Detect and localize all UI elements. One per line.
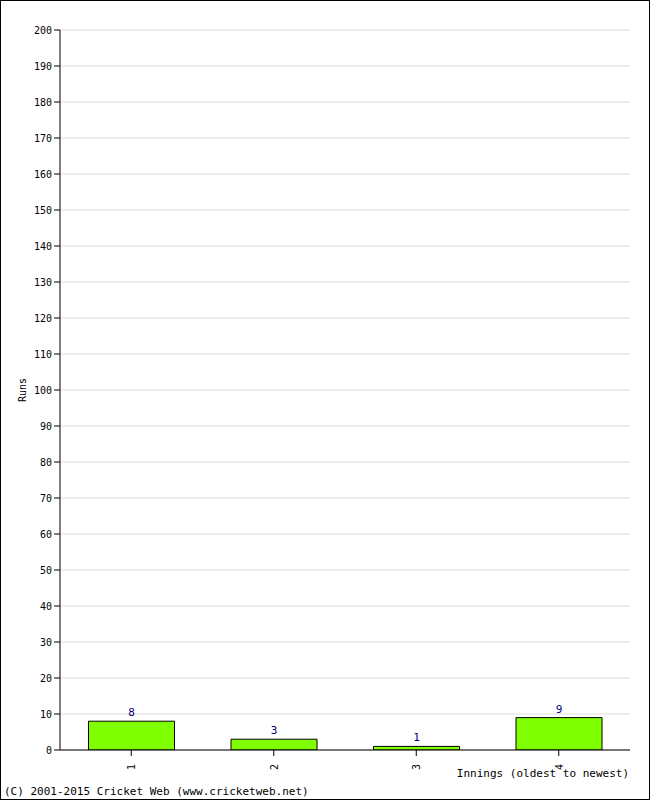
svg-text:150: 150: [34, 205, 52, 216]
svg-text:40: 40: [40, 601, 52, 612]
svg-text:0: 0: [46, 745, 52, 756]
svg-text:100: 100: [34, 385, 52, 396]
svg-text:1: 1: [413, 731, 420, 744]
svg-text:140: 140: [34, 241, 52, 252]
svg-text:50: 50: [40, 565, 52, 576]
svg-text:200: 200: [34, 25, 52, 36]
html-text:(C) 2001-2015 Cricket Web (www: (C) 2001-2015 Cricket Web (www.cricketwe…: [4, 785, 309, 798]
svg-text:120: 120: [34, 313, 52, 324]
svg-text:80: 80: [40, 457, 52, 468]
svg-text:130: 130: [34, 277, 52, 288]
svg-text:Runs: Runs: [17, 378, 28, 402]
svg-text:110: 110: [34, 349, 52, 360]
svg-text:180: 180: [34, 97, 52, 108]
svg-text:190: 190: [34, 61, 52, 72]
svg-text:3: 3: [411, 764, 422, 770]
svg-text:3: 3: [271, 724, 278, 737]
svg-text:30: 30: [40, 637, 52, 648]
svg-text:10: 10: [40, 709, 52, 720]
svg-text:2: 2: [269, 764, 280, 770]
svg-text:9: 9: [556, 703, 563, 716]
html-text:Innings (oldest to newest): Innings (oldest to newest): [456, 767, 629, 780]
svg-text:170: 170: [34, 133, 52, 144]
svg-text:160: 160: [34, 169, 52, 180]
svg-text:8: 8: [128, 706, 135, 719]
svg-text:20: 20: [40, 673, 52, 684]
svg-text:60: 60: [40, 529, 52, 540]
svg-text:70: 70: [40, 493, 52, 504]
svg-text:90: 90: [40, 421, 52, 432]
svg-text:1: 1: [126, 764, 137, 770]
